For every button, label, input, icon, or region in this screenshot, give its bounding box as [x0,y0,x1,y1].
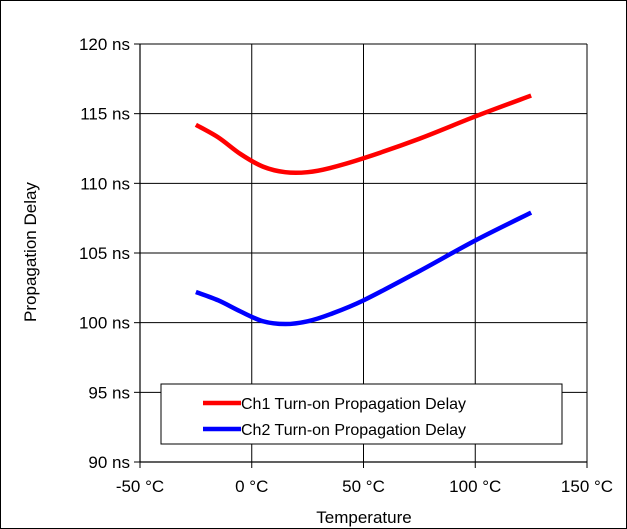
y-axis-title: Propagation Delay [21,182,40,322]
legend-box [160,383,563,445]
y-tick-label: 120 ns [79,35,130,54]
series-lines [194,93,533,327]
legend: Ch1 Turn-on Propagation Delay Ch2 Turn-on… [160,383,563,445]
y-tick-label: 105 ns [79,244,130,263]
legend-label: Ch1 Turn-on Propagation Delay [241,396,466,413]
series-line-ch1 [194,93,532,176]
x-tick-label: 50 °C [342,477,385,496]
x-tick-label: -50 °C [116,477,164,496]
legend-label: Ch2 Turn-on Propagation Delay [241,422,466,439]
y-tick-label: 100 ns [79,314,130,333]
y-tick-label: 110 ns [80,174,130,193]
series-line-ch2 [195,210,533,327]
y-tick-label: 115 ns [80,105,130,124]
x-axis-title: Temperature [316,508,411,527]
y-tick-label: 90 ns [88,453,130,472]
y-tick-label: 95 ns [88,383,130,402]
x-tick-label: 100 °C [449,477,501,496]
axes: 90 ns 95 ns 100 ns 105 ns 110 ns 115 ns 120 ns… [79,35,613,496]
x-tick-label: 0 °C [235,477,268,496]
x-tick-label: 150 °C [561,477,613,496]
